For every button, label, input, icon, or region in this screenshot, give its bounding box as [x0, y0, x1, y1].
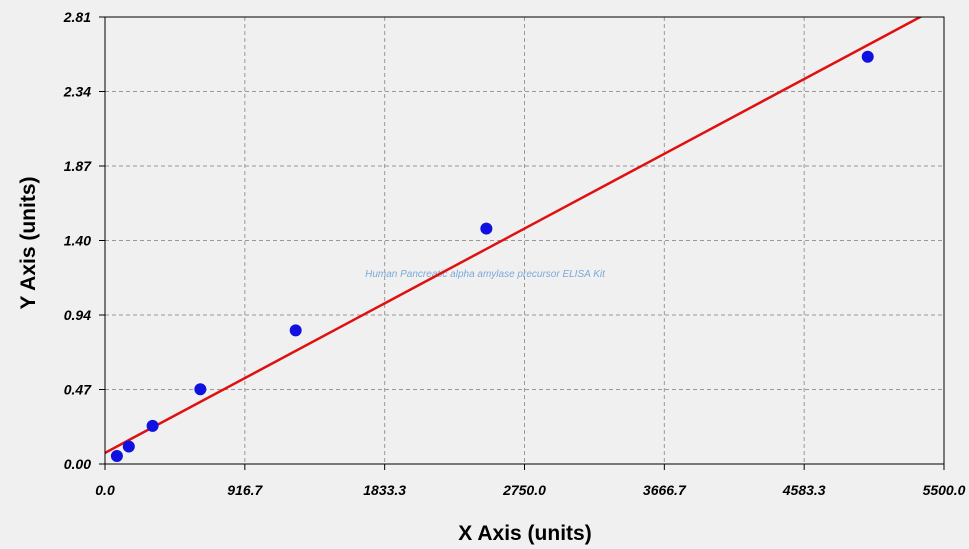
x-tick-label: 916.7 — [227, 482, 263, 498]
grid — [105, 17, 944, 464]
tick-marks — [99, 16, 945, 470]
y-tick-label: 1.40 — [64, 233, 91, 249]
x-tick-label: 1833.3 — [363, 482, 406, 498]
x-tick-label: 3666.7 — [643, 482, 687, 498]
data-point — [289, 324, 302, 337]
watermark-text: Human Pancreatic alpha amylase precursor… — [365, 269, 606, 280]
x-tick-labels: 0.0 916.7 1833.3 2750.0 3666.7 4583.3 5500.0 — [95, 482, 965, 498]
y-tick-label: 0.94 — [64, 307, 91, 323]
x-tick-label: 5500.0 — [923, 482, 966, 498]
data-point — [122, 440, 135, 453]
y-tick-label: 2.81 — [63, 9, 91, 25]
y-tick-labels: 0.00 0.47 0.94 1.40 1.87 2.34 2.81 — [63, 9, 92, 472]
data-point — [480, 222, 493, 235]
data-point — [194, 383, 207, 396]
plot-frame — [104, 16, 945, 465]
fit-line — [105, 17, 923, 454]
y-tick-label: 1.87 — [64, 158, 92, 174]
x-axis-title: X Axis (units) — [458, 522, 591, 545]
data-point — [110, 450, 123, 463]
y-axis-title: Y Axis (units) — [17, 176, 40, 309]
x-tick-label: 4583.3 — [782, 482, 826, 498]
series — [105, 17, 923, 463]
data-point — [146, 419, 159, 432]
y-tick-label: 0.47 — [64, 382, 92, 398]
y-tick-label: 2.34 — [63, 84, 91, 100]
y-tick-label: 0.00 — [64, 456, 91, 472]
x-tick-label: 0.0 — [95, 482, 115, 498]
x-tick-label: 2750.0 — [502, 482, 546, 498]
data-point — [861, 50, 874, 63]
